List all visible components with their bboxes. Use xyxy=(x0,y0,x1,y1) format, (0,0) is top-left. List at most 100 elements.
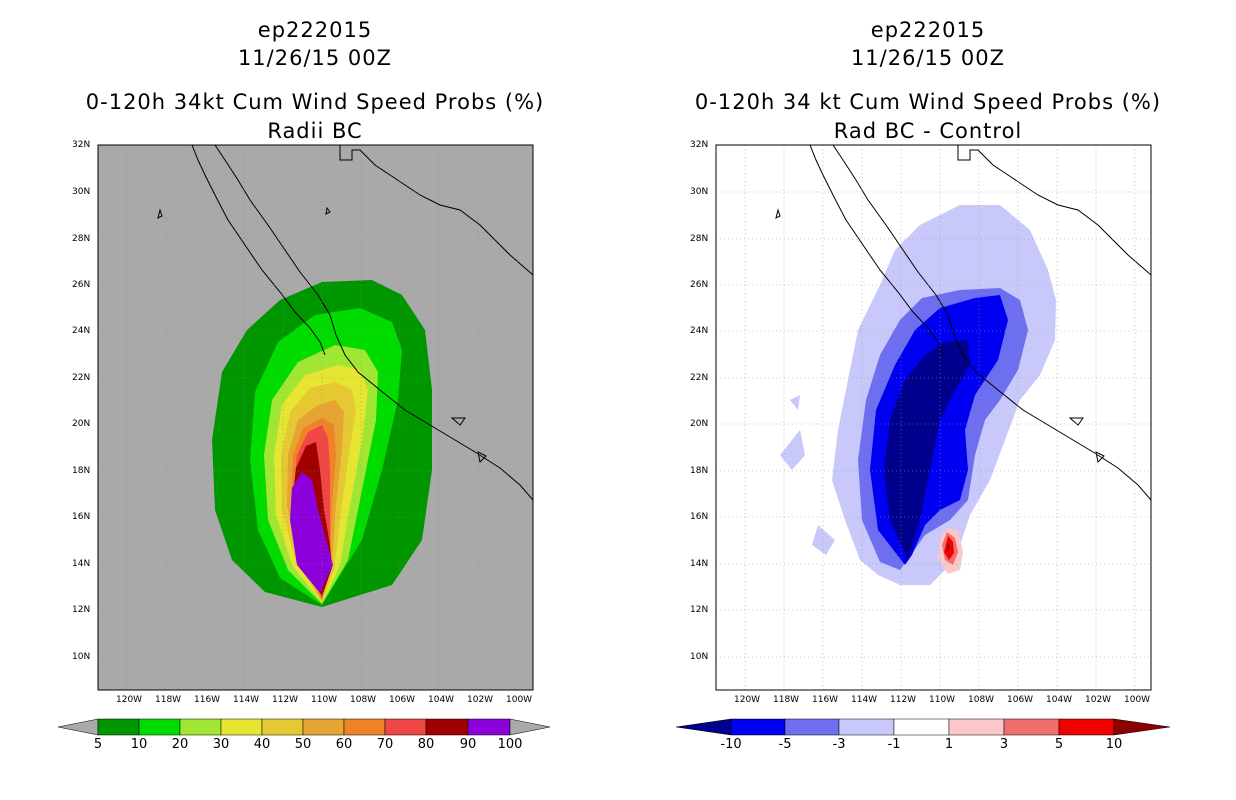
right-legend-swatch xyxy=(893,718,950,736)
left-legend-label: 90 xyxy=(459,737,477,752)
lon-label: 104W xyxy=(428,695,455,705)
lat-label: 18N xyxy=(72,466,91,476)
left-legend-swatch xyxy=(343,718,386,736)
right-legend-swatch xyxy=(838,718,895,736)
left-legend-low-arrow xyxy=(57,718,99,736)
right-legend-label: 1 xyxy=(944,737,954,752)
left-storm-id: ep222015 xyxy=(257,18,373,42)
diff-minus1-fragment xyxy=(812,525,835,555)
left-legend-label: 5 xyxy=(93,737,103,752)
lon-label: 120W xyxy=(734,695,761,705)
right-datetime: 11/26/15 00Z xyxy=(850,46,1006,70)
diff-contour-minus10 xyxy=(884,340,970,560)
lon-label: 110W xyxy=(929,695,956,705)
lon-label: 118W xyxy=(773,695,800,705)
lon-label: 114W xyxy=(851,695,878,705)
left-legend-high-arrow xyxy=(509,718,551,736)
lat-label: 16N xyxy=(72,512,91,522)
lat-label: 24N xyxy=(690,326,709,336)
lat-label: 12N xyxy=(690,605,709,615)
left-legend-swatch xyxy=(425,718,469,736)
lon-label: 100W xyxy=(1124,695,1151,705)
right-storm-id: ep222015 xyxy=(870,18,986,42)
right-legend-swatch xyxy=(730,718,786,736)
lon-label: 112W xyxy=(272,695,299,705)
right-legend-swatch xyxy=(784,718,840,736)
right-grid xyxy=(716,145,1151,690)
lat-label: 30N xyxy=(690,187,709,197)
lat-label: 10N xyxy=(72,652,91,662)
lat-label: 12N xyxy=(72,605,91,615)
lon-label: 116W xyxy=(194,695,221,705)
lon-label: 114W xyxy=(233,695,260,705)
right-coastlines xyxy=(775,145,1151,501)
lat-label: 20N xyxy=(72,419,91,429)
left-legend-swatch xyxy=(261,718,304,736)
left-subtitle: Radii BC xyxy=(267,119,363,143)
lat-label: 32N xyxy=(690,140,709,150)
right-legend-swatch xyxy=(948,718,1005,736)
lon-label: 108W xyxy=(350,695,377,705)
lat-label: 18N xyxy=(690,466,709,476)
lon-label: 102W xyxy=(1085,695,1112,705)
lon-label: 120W xyxy=(116,695,143,705)
lon-label: 106W xyxy=(389,695,416,705)
left-map-frame xyxy=(97,144,534,691)
lon-label: 100W xyxy=(506,695,533,705)
right-title: 0-120h 34 kt Cum Wind Speed Probs (%) xyxy=(694,90,1162,114)
lat-label: 14N xyxy=(690,559,709,569)
left-legend-label: 70 xyxy=(376,737,394,752)
left-legend-label: 10 xyxy=(130,737,148,752)
lat-label: 22N xyxy=(690,373,709,383)
prob-contour-90 xyxy=(290,472,333,593)
lat-label: 28N xyxy=(72,234,91,244)
left-legend-label: 20 xyxy=(171,737,189,752)
lat-label: 24N xyxy=(72,326,91,336)
lon-label: 108W xyxy=(968,695,995,705)
lon-label: 112W xyxy=(890,695,917,705)
diff-minus1-fragment xyxy=(790,395,800,410)
lon-label: 106W xyxy=(1007,695,1034,705)
lat-label: 28N xyxy=(690,234,709,244)
left-legend-swatch xyxy=(220,718,263,736)
left-coastlines xyxy=(157,145,533,501)
right-legend-swatch xyxy=(1058,718,1115,736)
lat-label: 26N xyxy=(72,280,91,290)
left-grid xyxy=(98,145,533,690)
right-legend-label: -1 xyxy=(887,737,901,752)
lat-label: 32N xyxy=(72,140,91,150)
right-legend-label: -5 xyxy=(778,737,792,752)
lon-label: 110W xyxy=(311,695,338,705)
left-legend-label: 40 xyxy=(253,737,271,752)
left-legend-swatch xyxy=(179,718,222,736)
right-map-frame xyxy=(715,144,1152,691)
left-datetime: 11/26/15 00Z xyxy=(237,46,393,70)
left-map xyxy=(97,144,534,691)
lat-label: 14N xyxy=(72,559,91,569)
right-legend-high-arrow xyxy=(1113,718,1171,736)
lat-label: 26N xyxy=(690,280,709,290)
left-legend-swatch xyxy=(384,718,427,736)
right-subtitle: Rad BC - Control xyxy=(833,119,1023,143)
lon-label: 102W xyxy=(467,695,494,705)
left-legend-swatch xyxy=(302,718,345,736)
lat-label: 10N xyxy=(690,652,709,662)
right-legend xyxy=(675,718,1171,736)
left-title: 0-120h 34kt Cum Wind Speed Probs (%) xyxy=(85,90,545,114)
right-legend-swatch xyxy=(1003,718,1060,736)
lat-label: 22N xyxy=(72,373,91,383)
right-legend-label: 3 xyxy=(999,737,1009,752)
left-legend-swatch xyxy=(97,718,140,736)
left-legend-label: 60 xyxy=(335,737,353,752)
lat-label: 20N xyxy=(690,419,709,429)
right-map xyxy=(715,144,1152,691)
diff-minus1-fragment xyxy=(780,430,805,470)
right-legend-label: 10 xyxy=(1105,737,1123,752)
left-legend-swatch xyxy=(138,718,181,736)
left-legend-label: 50 xyxy=(294,737,312,752)
lon-label: 104W xyxy=(1046,695,1073,705)
lon-label: 118W xyxy=(155,695,182,705)
left-legend-swatch xyxy=(467,718,511,736)
left-legend xyxy=(57,718,551,736)
